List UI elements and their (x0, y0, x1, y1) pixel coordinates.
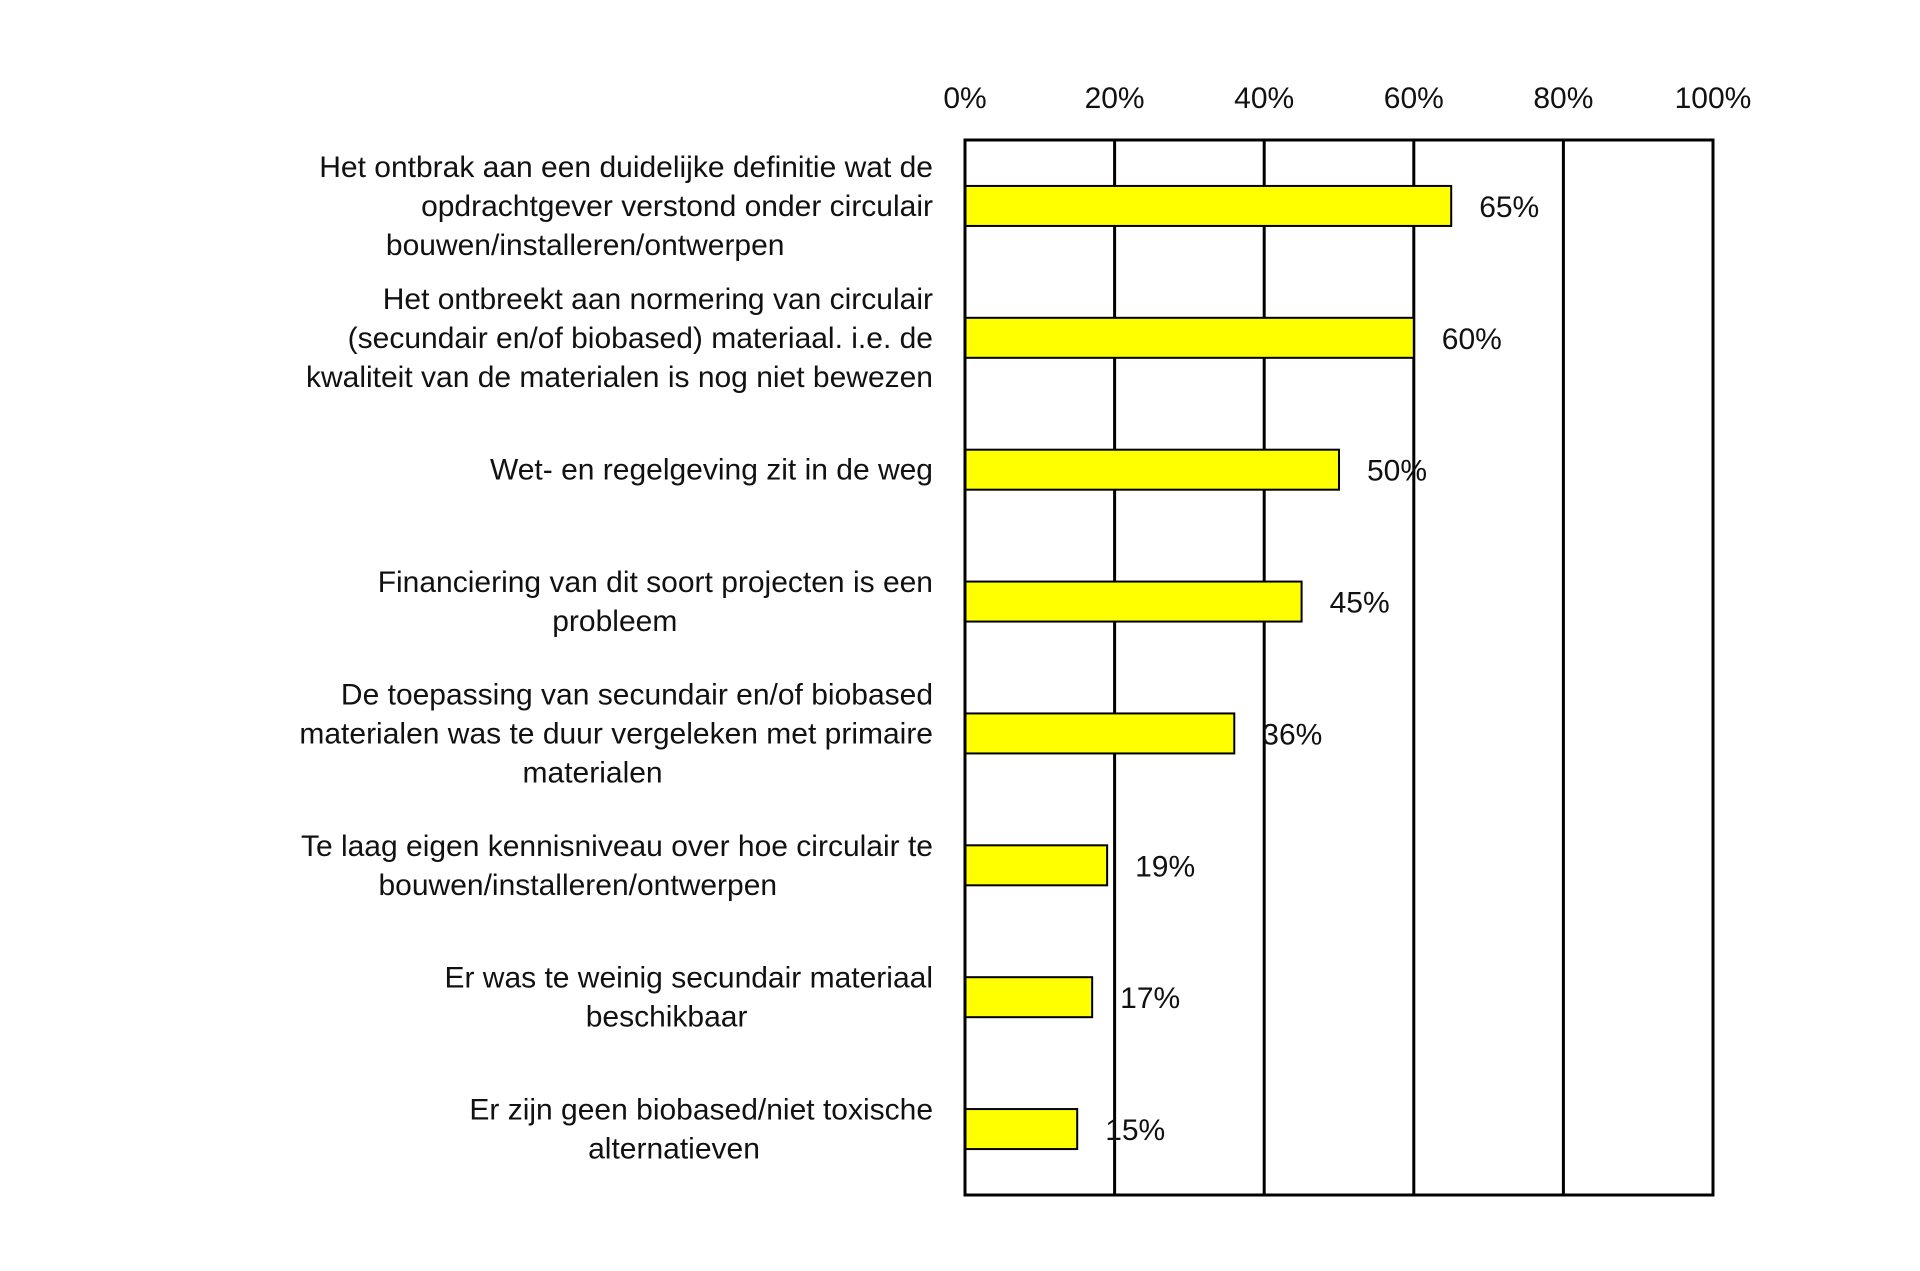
bar (964, 184, 1453, 227)
x-axis-ticks: 0% 20% 40% 60% 80% 100% (943, 82, 1751, 115)
x-tick-label: 40% (1234, 82, 1294, 115)
data-label: 19% (1135, 850, 1195, 883)
plot-frame (963, 138, 1715, 1197)
bar (964, 976, 1094, 1019)
bar (964, 712, 1236, 755)
category-label-line: bouwen/installeren/ontwerpen (386, 229, 785, 262)
category-label: Te laag eigen kennisniveau over hoe circ… (301, 830, 933, 902)
category-label-line: alternatieven (588, 1133, 760, 1166)
data-label: 15% (1105, 1114, 1165, 1147)
category-label-line: beschikbaar (586, 1001, 748, 1034)
data-label: 60% (1442, 323, 1502, 356)
gridlines (1113, 140, 1565, 1195)
category-label-line: Financiering van dit soort projecten is … (378, 566, 933, 599)
category-label-line: opdrachtgever verstond onder circulair (421, 190, 933, 223)
bar (964, 448, 1340, 491)
bar (964, 316, 1415, 359)
category-label: Er was te weinig secundair materiaal besc… (444, 962, 933, 1034)
category-label: Wet- en regelgeving zit in de weg (490, 454, 933, 487)
category-label-line: Te laag eigen kennisniveau over hoe circ… (301, 830, 933, 863)
data-label: 50% (1367, 455, 1427, 488)
category-label-line: Het ontbreekt aan normering van circulai… (383, 283, 933, 316)
bar (964, 1108, 1079, 1151)
x-tick-label: 20% (1085, 82, 1145, 115)
category-label-line: Er was te weinig secundair materiaal (444, 962, 933, 995)
category-label-line: probleem (552, 605, 677, 638)
category-label-line: bouwen/installeren/ontwerpen (378, 869, 777, 902)
bars (964, 184, 1453, 1151)
data-label: 65% (1479, 191, 1539, 224)
x-tick-label: 0% (943, 82, 986, 115)
data-label: 17% (1120, 982, 1180, 1015)
category-label-line: materialen was te duur vergeleken met pr… (299, 717, 933, 750)
category-label: Er zijn geen biobased/niet toxische alter… (469, 1094, 933, 1166)
category-labels: Het ontbrak aan een duidelijke definitie… (299, 151, 933, 1166)
category-label-line: materialen (523, 756, 663, 789)
category-label: Het ontbrak aan een duidelijke definitie… (319, 151, 933, 262)
x-tick-label: 60% (1384, 82, 1444, 115)
bar (964, 844, 1109, 887)
data-labels: 65% 60% 50% 45% 36% 19% 17% 15% (1105, 191, 1539, 1147)
x-tick-label: 100% (1675, 82, 1752, 115)
category-label-line: (secundair en/of biobased) materiaal. i.… (348, 322, 933, 355)
category-label-line: kwaliteit van de materialen is nog niet … (306, 361, 933, 394)
category-label-line: De toepassing van secundair en/of biobas… (341, 678, 933, 711)
category-label: Het ontbreekt aan normering van circulai… (306, 283, 933, 394)
data-label: 45% (1330, 587, 1390, 620)
x-tick-label: 80% (1533, 82, 1593, 115)
category-label-line: Wet- en regelgeving zit in de weg (490, 454, 933, 487)
category-label-line: Het ontbrak aan een duidelijke definitie… (319, 151, 933, 184)
data-label: 36% (1262, 718, 1322, 751)
category-label: Financiering van dit soort projecten is … (378, 566, 933, 638)
bar (964, 580, 1303, 623)
category-label-line: Er zijn geen biobased/niet toxische (469, 1094, 933, 1127)
category-label: De toepassing van secundair en/of biobas… (299, 678, 933, 789)
